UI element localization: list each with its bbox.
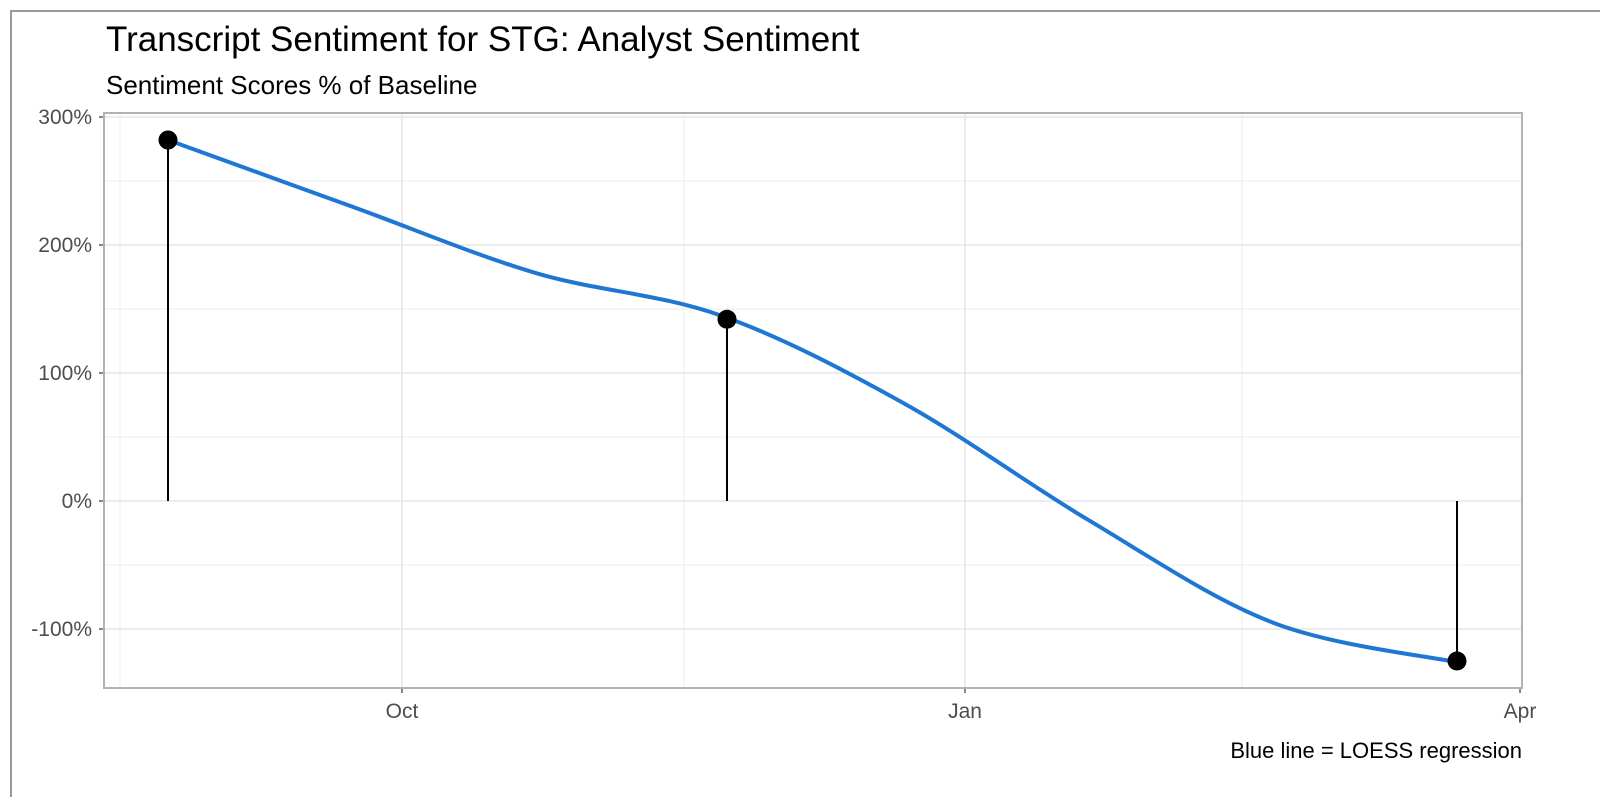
panel-border (103, 112, 1523, 689)
x-tick-label: Jan (948, 700, 982, 723)
data-point-2 (717, 309, 737, 329)
chart-title: Transcript Sentiment for STG: Analyst Se… (106, 20, 860, 59)
y-tick-label: -100% (31, 618, 92, 641)
loess-line (166, 138, 1459, 665)
data-point-3 (1447, 651, 1467, 671)
y-tick-label: 300% (38, 106, 92, 129)
y-tick-label: 200% (38, 234, 92, 257)
chart-frame (10, 10, 1600, 797)
y-tick-label: 100% (38, 362, 92, 385)
chart-caption: Blue line = LOESS regression (1230, 738, 1522, 763)
chart-subtitle: Sentiment Scores % of Baseline (106, 70, 478, 100)
data-point-1 (158, 130, 178, 150)
plot-panel (104, 113, 1522, 688)
x-tick-label: Oct (386, 700, 419, 723)
x-tick-label: Apr (1504, 700, 1537, 723)
y-tick-label: 0% (62, 490, 92, 513)
